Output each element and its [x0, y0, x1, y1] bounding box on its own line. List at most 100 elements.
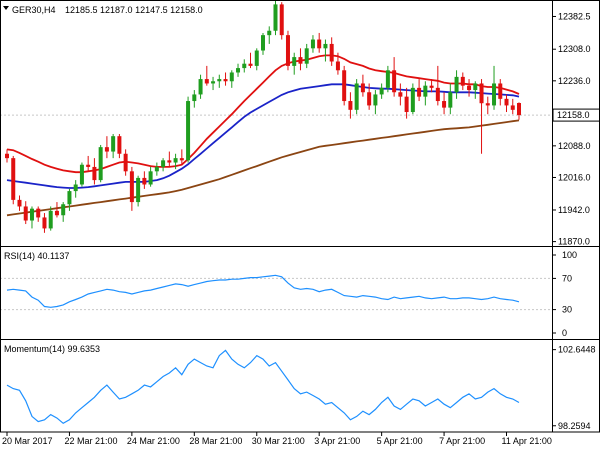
candle [179, 149, 184, 165]
momentum-tick-label: 102.6448 [558, 345, 596, 355]
candle-body [61, 204, 66, 216]
candle [473, 81, 478, 99]
candle [142, 171, 147, 189]
candle-body [354, 83, 359, 110]
price-tick-label: 12236.0 [558, 76, 591, 86]
candle-body [404, 96, 409, 113]
chevron-down-icon[interactable] [3, 6, 9, 10]
candle-body [323, 43, 328, 49]
candle-body [17, 199, 22, 207]
candle-body [310, 39, 315, 49]
candle [86, 155, 91, 172]
candle [404, 87, 409, 119]
candle-body [186, 101, 191, 161]
candle-body [92, 166, 97, 181]
candle [310, 35, 315, 53]
candle [23, 201, 28, 225]
candle [104, 136, 109, 159]
candle-body [335, 61, 340, 71]
candle [454, 70, 459, 99]
candle [267, 26, 272, 44]
candle-body [86, 164, 91, 167]
candle-body [173, 158, 178, 163]
candle [217, 74, 222, 88]
candle-body [267, 30, 272, 36]
candle [261, 32, 265, 55]
candle-body [504, 98, 509, 106]
candle-body [492, 83, 497, 106]
candle-body [298, 57, 303, 64]
ma-red-line [6, 54, 520, 174]
candle [223, 72, 228, 86]
candle [492, 65, 497, 110]
candle [73, 180, 78, 198]
candle-body [285, 35, 290, 66]
candle [192, 90, 197, 108]
candle-body [129, 171, 134, 203]
candle-body [148, 171, 153, 185]
candle-body [360, 83, 365, 93]
time-tick-label: 5 Apr 21:00 [377, 436, 423, 446]
price-tick-label: 11942.0 [558, 205, 590, 215]
candle-body [317, 39, 322, 49]
candle-body [429, 85, 434, 88]
candle [98, 144, 103, 183]
chart-symbol: GER30,H4 [12, 5, 56, 15]
candle [392, 57, 397, 97]
candle [435, 65, 440, 106]
candle-body [273, 4, 278, 31]
candle [335, 52, 340, 75]
momentum-axis: 102.6448 98.2594 [552, 345, 596, 431]
candle [317, 32, 322, 53]
candle [279, 2, 284, 40]
candle [423, 81, 428, 106]
candle-body [23, 206, 28, 221]
candle [373, 90, 378, 115]
candle-body [48, 210, 53, 229]
candle [242, 59, 247, 73]
candle-body [254, 50, 259, 66]
candle-body [373, 94, 378, 106]
candle [54, 202, 59, 218]
candle-body [473, 83, 478, 91]
candle-body [142, 177, 147, 185]
current-price-label: 12158.0 [557, 110, 590, 120]
candle [36, 206, 41, 222]
candles [5, 0, 521, 233]
candle-body [117, 136, 122, 154]
candle [379, 83, 384, 99]
candle [186, 96, 191, 163]
candle-body [5, 153, 9, 159]
candle [304, 43, 309, 69]
candle-body [367, 92, 372, 106]
candle [417, 79, 422, 102]
candle-body [204, 79, 209, 84]
candle [517, 102, 521, 120]
price-tick-label: 12308.0 [558, 44, 591, 54]
candle-body [460, 76, 465, 86]
candle [398, 83, 403, 106]
candle [254, 48, 259, 71]
candle-body [11, 158, 16, 200]
candle-body [104, 147, 109, 152]
candle [479, 79, 484, 154]
candle [42, 213, 47, 233]
candle-body [236, 68, 241, 73]
candle [298, 48, 303, 71]
candle [17, 195, 22, 211]
candle [460, 72, 465, 91]
candle [273, 0, 278, 36]
candle [204, 65, 209, 86]
candle-body [379, 87, 384, 95]
candle-body [136, 177, 141, 203]
momentum-tick-label: 98.2594 [558, 421, 591, 431]
momentum-line [6, 349, 520, 425]
candle [79, 162, 84, 187]
candle-body [154, 166, 159, 172]
candle-body [448, 92, 453, 108]
candle [198, 74, 203, 99]
candle [148, 166, 153, 187]
candle [348, 92, 353, 119]
candle-body [73, 184, 78, 192]
